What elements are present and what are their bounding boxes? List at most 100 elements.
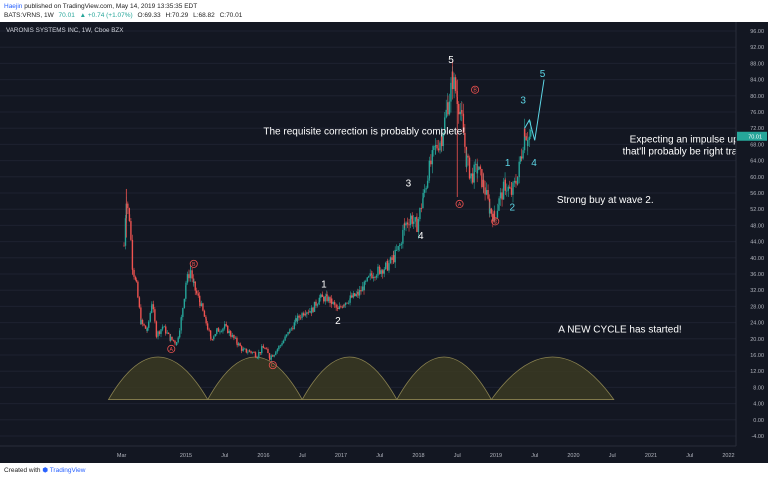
price-axis[interactable] bbox=[736, 22, 768, 463]
last-price: 70.01 bbox=[58, 12, 75, 19]
candle-body bbox=[349, 298, 351, 303]
candle-body bbox=[281, 344, 283, 346]
wave-label-5: 5 bbox=[540, 69, 546, 80]
x-tick-label: Jul bbox=[609, 453, 616, 459]
y-tick-label: 68.00 bbox=[750, 142, 764, 148]
candle-body bbox=[347, 302, 350, 304]
candle-body bbox=[237, 343, 240, 346]
y-tick-label: 88.00 bbox=[750, 61, 764, 67]
candle-body bbox=[444, 117, 446, 134]
candle-body bbox=[287, 331, 289, 335]
candle-body bbox=[496, 210, 499, 218]
tradingview-link[interactable]: TradingView bbox=[49, 467, 86, 474]
candle-body bbox=[144, 325, 147, 329]
wave-label-1: 1 bbox=[505, 158, 511, 169]
wave-label-circle bbox=[455, 199, 464, 208]
author-link[interactable]: Haejin bbox=[4, 3, 23, 10]
chart-title: VARONIS SYSTEMS INC, 1W, Cboe BZX bbox=[6, 27, 124, 34]
y-tick-label: 80.00 bbox=[750, 94, 764, 100]
candle-body bbox=[224, 324, 226, 327]
candle-body bbox=[369, 273, 371, 277]
candle-body bbox=[479, 166, 482, 170]
wave-label-5: 5 bbox=[448, 55, 454, 66]
candle-body bbox=[420, 208, 423, 209]
candle-body bbox=[306, 312, 308, 315]
candle-body bbox=[151, 304, 153, 306]
price-chart[interactable]: 1 2 3 4 5 A B C A B C 1 2 3 4 5 The requisite correction… bbox=[0, 22, 768, 463]
candle-body bbox=[380, 270, 382, 274]
candle-body bbox=[250, 351, 252, 353]
candle-body bbox=[267, 349, 269, 354]
candle-body bbox=[506, 190, 508, 192]
candle-body bbox=[211, 339, 213, 341]
y-tick-label: 36.00 bbox=[750, 272, 764, 278]
candle-body bbox=[523, 128, 526, 137]
candle-body bbox=[176, 342, 178, 345]
candle-body bbox=[518, 161, 520, 178]
candle-body bbox=[199, 302, 201, 307]
candle-body bbox=[484, 187, 486, 195]
candle-body bbox=[131, 239, 134, 269]
wave-label-a: A bbox=[458, 202, 462, 208]
candle-body bbox=[385, 262, 387, 270]
candle-body bbox=[155, 336, 158, 338]
candle-body bbox=[324, 296, 326, 302]
y-tick-label: 76.00 bbox=[750, 110, 764, 116]
candle-body bbox=[478, 166, 480, 170]
chart-container[interactable]: 1 2 3 4 5 A B C A B C 1 2 3 4 5 The requisite correction… bbox=[0, 22, 768, 463]
y-tick-label: 84.00 bbox=[750, 78, 764, 84]
candle-body bbox=[265, 348, 268, 350]
candle-body bbox=[351, 295, 353, 298]
y-tick-label: 28.00 bbox=[750, 304, 764, 310]
candle-body bbox=[233, 334, 235, 339]
candle-body bbox=[162, 326, 164, 328]
y-tick-label: 44.00 bbox=[750, 240, 764, 246]
candle-body bbox=[169, 336, 172, 341]
candle-body bbox=[189, 270, 192, 272]
candle-body bbox=[248, 350, 251, 352]
candle-body bbox=[230, 335, 232, 337]
candle-body bbox=[304, 313, 307, 315]
y-tick-label: 64.00 bbox=[750, 159, 764, 165]
wave-label-circle bbox=[491, 217, 500, 226]
candle-body bbox=[217, 328, 220, 332]
candle-body bbox=[284, 336, 286, 341]
candle-body bbox=[268, 353, 271, 359]
candle-body bbox=[242, 349, 244, 351]
price-change: ▲ +0.74 (+1.07%) bbox=[79, 12, 133, 19]
candle-body bbox=[433, 146, 435, 151]
candle-body bbox=[208, 329, 210, 331]
x-tick-label: 2021 bbox=[645, 453, 657, 459]
candle-body bbox=[368, 276, 370, 278]
last-price-badge bbox=[737, 131, 767, 141]
candle-body bbox=[423, 189, 426, 193]
candle-body bbox=[405, 222, 407, 226]
candle-body bbox=[180, 317, 182, 331]
candle-body bbox=[227, 325, 229, 334]
candle-body bbox=[448, 101, 451, 115]
candle-body bbox=[228, 331, 230, 334]
candle-body bbox=[231, 334, 234, 337]
x-tick-label: Jul bbox=[376, 453, 383, 459]
candle-body bbox=[406, 222, 409, 225]
candle-body bbox=[442, 133, 444, 147]
candle-body bbox=[365, 281, 367, 282]
candle-body bbox=[375, 275, 378, 278]
candle-body bbox=[171, 336, 173, 340]
candle-body bbox=[244, 348, 246, 350]
candle-body bbox=[279, 345, 282, 347]
y-tick-label: 40.00 bbox=[750, 256, 764, 262]
candle-body bbox=[165, 326, 167, 334]
candle-body bbox=[140, 319, 142, 325]
candle-body bbox=[271, 355, 274, 357]
candle-body bbox=[166, 332, 168, 334]
candle-body bbox=[285, 334, 288, 337]
candle-body bbox=[276, 349, 279, 352]
candle-body bbox=[128, 214, 131, 222]
wave-label-circle bbox=[167, 344, 176, 353]
x-tick-label: 2020 bbox=[567, 453, 579, 459]
candle-body bbox=[258, 352, 260, 358]
candle-body bbox=[476, 169, 479, 174]
candle-body bbox=[510, 188, 513, 195]
candle-body bbox=[307, 312, 310, 314]
